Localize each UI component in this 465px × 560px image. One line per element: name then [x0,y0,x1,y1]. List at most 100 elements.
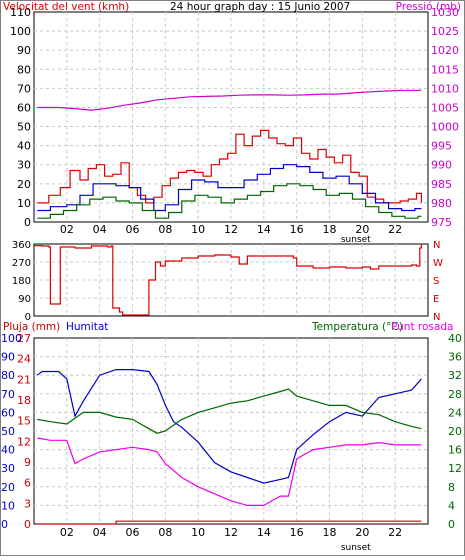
x-tick-label: 12 [224,223,238,236]
y-tick-label: 8 [448,481,455,494]
x-tick-label: 02 [60,526,74,539]
series-lines [34,244,422,316]
y-tick-label: 0 [25,312,31,323]
grid [34,244,428,316]
y-tick-label: 9 [24,456,31,469]
y-tick-label: 36 [448,351,462,364]
y-tick-label: 4 [448,499,455,512]
y-tick-label: 40 [17,140,31,153]
y-tick-label: 6 [24,477,31,490]
y-tick-label: 10 [17,197,31,210]
rain-line [37,520,422,525]
wind-average-line [37,164,422,212]
x-tick-label: 02 [60,223,74,236]
y-tick-label: 1020 [431,44,459,57]
y-tick-label: 20 [1,481,15,494]
x-tick-label: 16 [290,526,304,539]
y-tick-label: 180 [12,276,31,287]
x-tick-label: 20 [355,223,369,236]
humidity-tick-labels: 0 10 20 30 40 50 60 70 80 90 100 [1,332,22,531]
x-tick-label: 06 [126,223,140,236]
right-axis-label: Pressió (mb) [396,1,461,13]
y-tick-label: 32 [448,369,462,382]
y-tick-label: 27 [17,332,31,345]
y-tick-label: 70 [1,388,15,401]
x-tick-label: 10 [191,526,205,539]
y-tick-label: 0 [24,216,31,229]
y-tick-labels: 0 90 180 270 360 [12,240,31,323]
y-tick-label: 995 [431,140,452,153]
compass-label: E [433,294,439,305]
x-tick-label: 08 [158,223,172,236]
compass-label: N [433,240,440,251]
rain-tick-labels: 0 3 6 9 12 15 18 21 24 27 [17,332,31,531]
y-tick-label: 30 [1,462,15,475]
x-tick-labels: 02 04 06 08 10 12 14 16 18 20 22 [60,223,402,236]
rain-axis-label: Pluja (mm) [3,321,60,333]
series-lines [36,369,422,525]
x-tick-label: 16 [290,223,304,236]
x-tick-label: 18 [323,223,337,236]
x-tick-label: 22 [388,526,402,539]
y-tick-label: 18 [17,394,31,407]
x-tick-label: 22 [388,223,402,236]
y-tick-label: 80 [1,369,15,382]
y-tick-label: 15 [17,415,31,428]
y-tick-label: 50 [1,425,15,438]
y-tick-label: 1000 [431,121,459,134]
y-tick-label: 990 [431,159,452,172]
y-tick-label: 110 [10,6,31,19]
y-tick-label: 90 [18,294,31,305]
sunset-label: sunset [341,543,371,553]
dewpoint-axis-label: Punt rosada [391,321,453,333]
y-tick-label: 10 [1,499,15,512]
y-tick-label: 1015 [431,63,459,76]
x-tick-label: 20 [355,526,369,539]
x-tick-label: 08 [158,526,172,539]
y-tick-label: 90 [1,351,15,364]
temperature-line [37,388,422,434]
humidity-line [36,369,422,484]
wind-direction-line [34,244,422,316]
y-tick-label: 0 [24,518,31,531]
y-tick-labels: 0 10 20 30 40 50 60 70 80 90 100 110 [10,6,31,229]
y-tick-label: 30 [17,159,31,172]
left-axis-label: Velocitat del vent (kmh) [3,1,129,13]
compass-label: W [433,258,443,269]
x-tick-label: 14 [257,526,271,539]
sunset-label: sunset [341,235,371,245]
x-tick-label: 06 [126,526,140,539]
y-tick-label: 24 [17,353,31,366]
y-tick-label: 1010 [431,82,459,95]
y-tick-label: 80 [17,63,31,76]
compass-label: N [433,312,440,323]
y-tick-label: 3 [24,497,31,510]
y-tick-label: 0 [448,518,455,531]
y-tick-label: 24 [448,406,462,419]
humidity-axis-label: Humitat [66,321,108,333]
x-tick-label: 10 [191,223,205,236]
y-tick-label: 980 [431,197,452,210]
y-tick-label: 16 [448,444,462,457]
y-tick-label: 20 [448,425,462,438]
dew-point-line [37,437,422,506]
y-tick-label: 0 [1,518,8,531]
temperature-axis-label: Temperatura (°C) [311,321,403,333]
wind-gust-line [37,129,422,204]
y-tick-label: 100 [1,332,22,345]
y2-tick-labels: 975 980 985 990 995 1000 1005 1010 1015 1020 1025 1… [431,6,459,229]
y-tick-label: 1005 [431,101,459,114]
x-tick-label: 12 [224,526,238,539]
y-tick-label: 975 [431,216,452,229]
y-tick-label: 50 [17,121,31,134]
y-tick-label: 40 [1,444,15,457]
y-tick-label: 20 [17,178,31,191]
y-tick-label: 100 [10,25,31,38]
y-tick-label: 360 [12,240,31,251]
y-tick-label: 90 [17,44,31,57]
